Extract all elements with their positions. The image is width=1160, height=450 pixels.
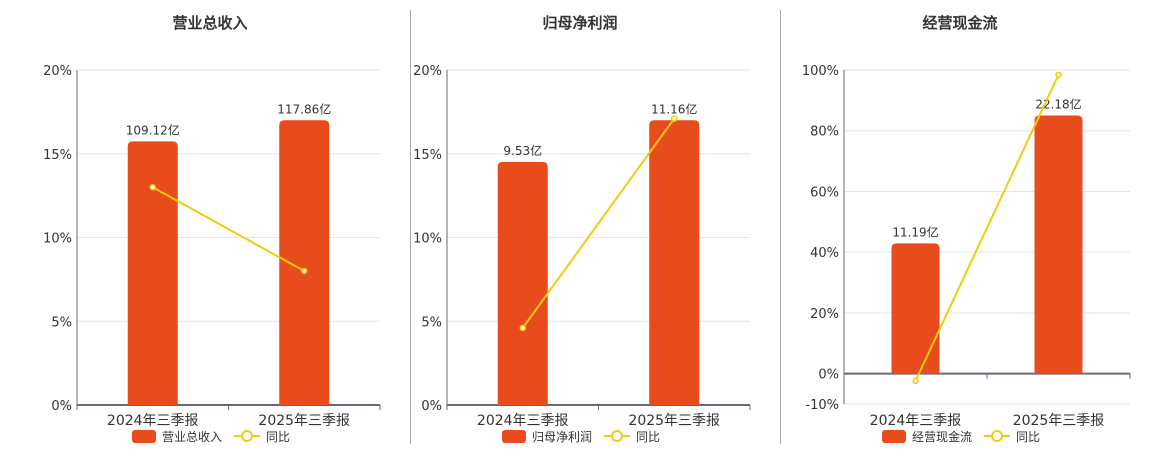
- yoy-point: [301, 267, 308, 275]
- legend-line-label: 同比: [1016, 430, 1040, 444]
- x-tick-label: 2024年三季报: [477, 413, 569, 429]
- yoy-point: [519, 324, 526, 332]
- yoy-line: [521, 117, 676, 329]
- legend-line-marker: [611, 430, 623, 442]
- y-tick-label: 15%: [413, 148, 442, 163]
- x-tick-label: 2024年三季报: [870, 413, 962, 429]
- x-tick-label: 2025年三季报: [1013, 413, 1105, 429]
- bar: [497, 161, 548, 405]
- bar-data-label: 109.12亿: [126, 122, 180, 137]
- y-tick-label: 20%: [43, 64, 72, 79]
- y-tick-label: 0%: [51, 399, 72, 414]
- y-tick-label: 0%: [818, 368, 839, 383]
- y-tick-label: 60%: [810, 185, 839, 200]
- y-tick-label: 40%: [810, 246, 839, 261]
- bar: [1034, 115, 1083, 374]
- bar-data-label: 9.53亿: [503, 143, 542, 158]
- yoy-point: [149, 184, 156, 191]
- legend-line-label: 同比: [266, 430, 290, 444]
- legend-bar-swatch: [882, 430, 906, 443]
- bar-data-label: 117.86亿: [277, 101, 331, 116]
- bar: [127, 141, 178, 406]
- x-tick-label: 2025年三季报: [628, 413, 720, 429]
- yoy-line: [152, 186, 305, 272]
- legend-bar-swatch: [132, 430, 156, 443]
- chart-title: 经营现金流: [922, 14, 997, 32]
- legend-bar-swatch: [502, 430, 526, 443]
- divider: [780, 10, 781, 444]
- legend-line-label: 同比: [636, 430, 660, 444]
- y-tick-label: -10%: [805, 398, 839, 413]
- bar: [279, 120, 330, 405]
- yoy-point: [912, 377, 919, 385]
- bar-data-label: 11.16亿: [651, 101, 697, 116]
- bar: [649, 120, 700, 405]
- y-tick-label: 80%: [810, 125, 839, 140]
- y-tick-label: 10%: [413, 232, 442, 247]
- legend-line-marker: [991, 430, 1003, 442]
- y-tick-label: 0%: [421, 399, 442, 414]
- legend-line-marker: [241, 430, 253, 442]
- legend-bar-label: 经营现金流: [912, 429, 972, 444]
- bar: [891, 243, 940, 374]
- x-tick-label: 2024年三季报: [107, 413, 199, 429]
- divider: [410, 10, 411, 444]
- yoy-point: [671, 115, 678, 122]
- chart-title: 营业总收入: [172, 14, 247, 32]
- y-tick-label: 5%: [51, 315, 72, 330]
- y-tick-label: 15%: [43, 148, 72, 163]
- bar-data-label: 11.19亿: [892, 224, 938, 239]
- legend-bar-label: 归母净利润: [532, 430, 592, 444]
- x-tick-label: 2025年三季报: [258, 413, 350, 429]
- yoy-line: [914, 74, 1060, 382]
- yoy-point: [1055, 71, 1062, 79]
- legend-bar-label: 营业总收入: [162, 430, 222, 444]
- chart-title: 归母净利润: [542, 14, 617, 32]
- y-tick-label: 20%: [810, 307, 839, 322]
- y-tick-label: 10%: [43, 232, 72, 247]
- y-tick-label: 5%: [421, 315, 442, 330]
- y-tick-label: 20%: [413, 64, 442, 79]
- y-tick-label: 100%: [802, 64, 839, 79]
